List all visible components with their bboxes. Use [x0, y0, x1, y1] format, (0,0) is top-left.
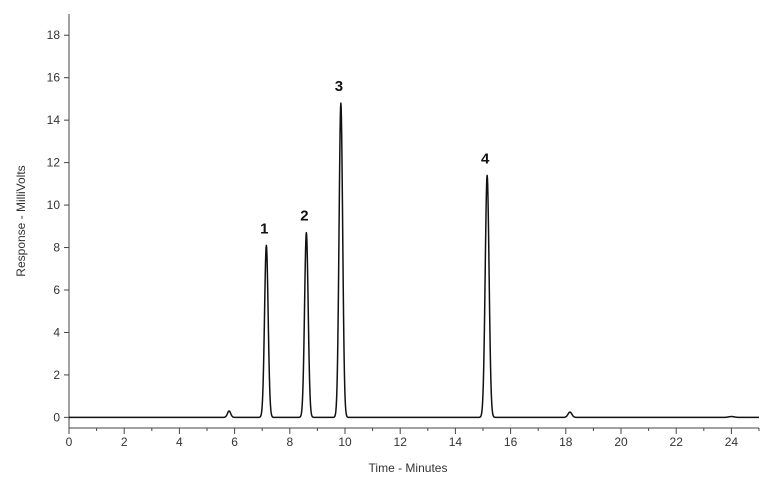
x-tick-label: 2: [121, 435, 128, 449]
peak-label-3: 3: [335, 78, 343, 95]
x-tick-label: 24: [725, 435, 739, 449]
y-tick-label: 6: [53, 283, 60, 297]
chromatogram-trace: [68, 102, 760, 419]
peak-labels: 1 2 3 4: [260, 78, 490, 237]
x-tick-label: 12: [394, 435, 408, 449]
x-axis-title: Time - Minutes: [369, 461, 448, 475]
x-tick-label: 4: [176, 435, 183, 449]
peak-label-1: 1: [260, 220, 268, 237]
x-tick-label: 22: [670, 435, 684, 449]
y-tick-label: 4: [53, 325, 60, 339]
x-tick-label: 14: [449, 435, 463, 449]
x-tick-label: 8: [286, 435, 293, 449]
peak-label-2: 2: [300, 208, 308, 225]
y-axis-ticks: 0 2 4 6 8 10 12 14 16 18: [47, 28, 69, 424]
y-tick-label: 8: [53, 241, 60, 255]
y-tick-label: 14: [47, 113, 61, 127]
y-tick-label: 18: [47, 28, 61, 42]
peak-label-4: 4: [481, 150, 490, 167]
y-tick-label: 16: [47, 71, 61, 85]
y-tick-label: 0: [53, 410, 60, 424]
x-tick-label: 20: [614, 435, 628, 449]
x-tick-label: 10: [338, 435, 352, 449]
x-tick-label: 18: [559, 435, 573, 449]
y-tick-label: 10: [47, 198, 61, 212]
x-tick-label: 0: [66, 435, 73, 449]
y-tick-label: 2: [53, 368, 60, 382]
y-axis-title: Response - MilliVolts: [14, 165, 28, 276]
x-axis-ticks: 0 2 4 6 8 10 12 14 16 18 20 22 24: [66, 428, 760, 449]
x-tick-label: 6: [231, 435, 238, 449]
x-tick-label: 16: [504, 435, 518, 449]
y-tick-label: 12: [47, 156, 61, 170]
